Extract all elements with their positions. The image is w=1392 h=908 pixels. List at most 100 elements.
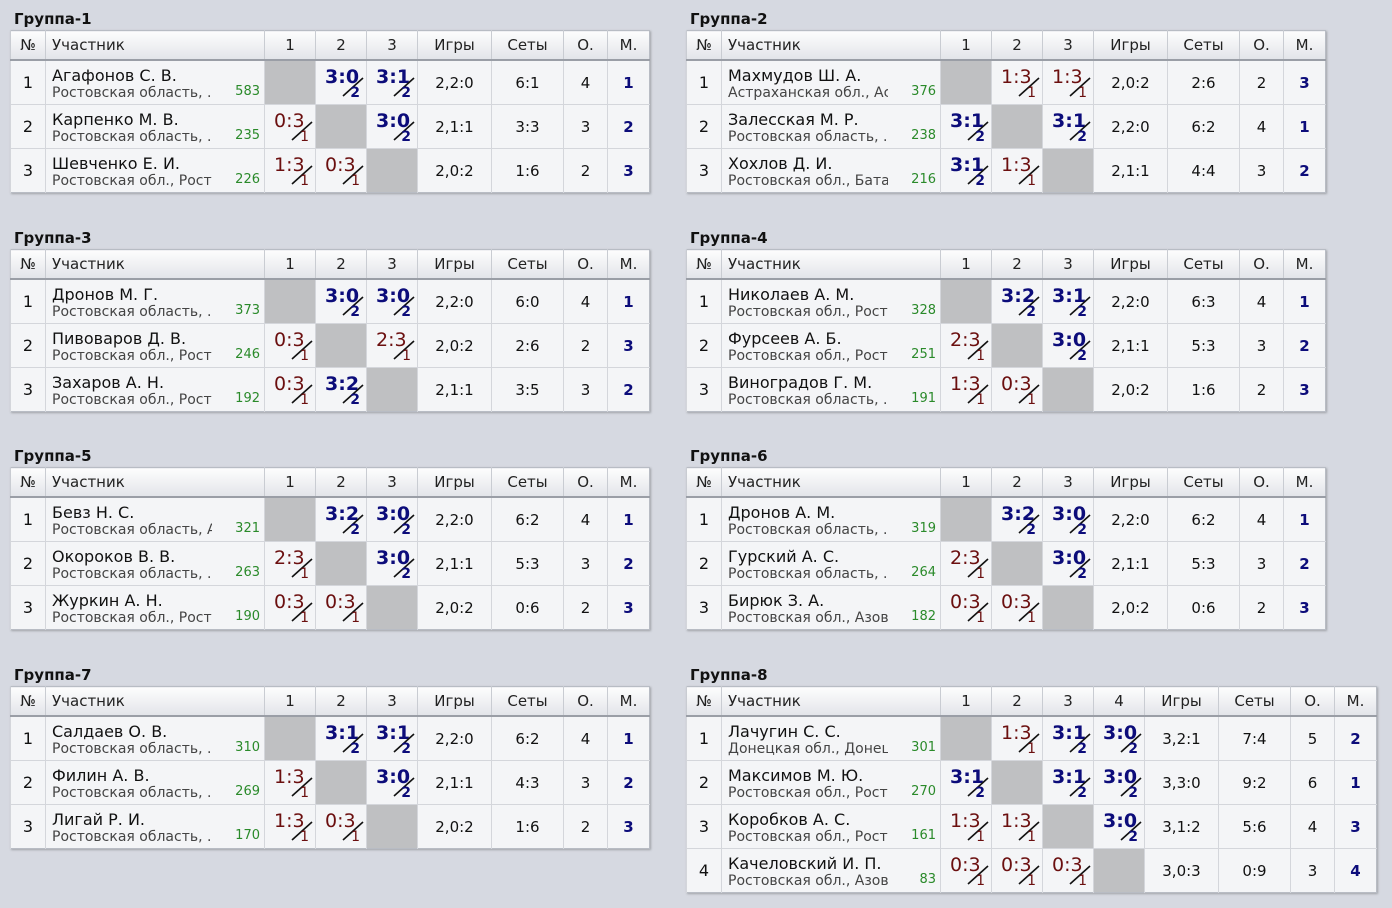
header-place[interactable]: М. [607, 249, 650, 280]
match-result-cell[interactable]: 3:0 2 [366, 496, 418, 542]
header-opponent-3[interactable]: 3 [1042, 686, 1094, 717]
match-result-cell[interactable]: 1:3 1 [264, 148, 316, 193]
participant-cell[interactable]: Гурский А. С. Ростовская область, ... 264 [721, 541, 941, 586]
table-row[interactable]: 2 Окороков В. В. Ростовская область, ... 26… [10, 541, 650, 586]
participant-cell[interactable]: Бирюк З. А. Ростовская обл., Азов 182 [721, 585, 941, 630]
match-result-cell[interactable]: 3:1 2 [940, 760, 992, 805]
table-row[interactable]: 1 Дронов А. М. Ростовская область, ... 319 3… [686, 496, 1326, 542]
match-result-cell[interactable]: 3:0 2 [1093, 760, 1145, 805]
match-result-cell[interactable]: 1:3 1 [264, 760, 316, 805]
table-row[interactable]: 2 Максимов М. Ю. Ростовская обл., Рост... 2… [686, 760, 1377, 805]
header-sets[interactable]: Сеты [1167, 30, 1240, 61]
match-result-cell[interactable]: 3:0 2 [315, 278, 367, 324]
table-row[interactable]: 1 Салдаев О. В. Ростовская область, ... 310… [10, 715, 650, 761]
match-result-cell[interactable]: 3:1 2 [940, 104, 992, 149]
participant-name[interactable]: Лачугин С. С. [728, 722, 841, 741]
participant-cell[interactable]: Виноградов Г. М. Ростовская область, ... 1… [721, 367, 941, 412]
header-points[interactable]: О. [563, 30, 608, 61]
participant-name[interactable]: Журкин А. Н. [52, 591, 163, 610]
match-result-cell[interactable]: 3:2 2 [315, 367, 367, 412]
match-result-cell[interactable]: 2:3 1 [264, 541, 316, 586]
header-games[interactable]: Игры [417, 249, 492, 280]
participant-name[interactable]: Дронов М. Г. [52, 285, 159, 304]
header-opponent-2[interactable]: 2 [315, 686, 367, 717]
header-opponent-2[interactable]: 2 [991, 467, 1043, 498]
header-games[interactable]: Игры [1093, 30, 1168, 61]
match-result-cell[interactable]: 0:3 1 [315, 804, 367, 849]
match-result-cell[interactable]: 1:3 1 [940, 804, 992, 849]
header-place[interactable]: М. [1283, 467, 1326, 498]
participant-name[interactable]: Фурсеев А. Б. [728, 329, 842, 348]
header-place[interactable]: М. [1283, 249, 1326, 280]
header-num[interactable]: № [686, 249, 722, 280]
header-participant[interactable]: Участник [45, 249, 265, 280]
match-result-cell[interactable]: 3:1 2 [940, 148, 992, 193]
match-result-cell[interactable]: 0:3 1 [991, 367, 1043, 412]
table-row[interactable]: 3 Хохлов Д. И. Ростовская обл., Бата... 216… [686, 148, 1326, 193]
match-result-cell[interactable]: 0:3 1 [315, 148, 367, 193]
participant-cell[interactable]: Хохлов Д. И. Ростовская обл., Бата... 216 [721, 148, 941, 193]
header-sets[interactable]: Сеты [491, 467, 564, 498]
table-row[interactable]: 3 Журкин А. Н. Ростовская обл., Рост... 190… [10, 585, 650, 630]
match-result-cell[interactable]: 3:1 2 [1042, 278, 1094, 324]
match-result-cell[interactable]: 3:0 2 [315, 59, 367, 105]
participant-cell[interactable]: Бевз Н. С.Ростовская область, А... 321 [45, 496, 265, 542]
table-row[interactable]: 2 Фурсеев А. Б. Ростовская обл., Рост... 25… [686, 323, 1326, 368]
match-result-cell[interactable]: 3:0 2 [366, 541, 418, 586]
header-games[interactable]: Игры [417, 686, 492, 717]
match-result-cell[interactable]: 3:0 2 [1093, 715, 1145, 761]
participant-name[interactable]: Коробков А. С. [728, 810, 851, 829]
participant-name[interactable]: Агафонов С. В. [52, 66, 177, 85]
header-games[interactable]: Игры [1144, 686, 1219, 717]
match-result-cell[interactable]: 2:3 1 [940, 541, 992, 586]
participant-cell[interactable]: Николаев А. М. Ростовская обл., Рост... 32… [721, 278, 941, 324]
header-sets[interactable]: Сеты [1218, 686, 1291, 717]
table-row[interactable]: 2 Гурский А. С. Ростовская область, ... 264… [686, 541, 1326, 586]
header-opponent-3[interactable]: 3 [1042, 30, 1094, 61]
header-opponent-2[interactable]: 2 [991, 30, 1043, 61]
match-result-cell[interactable]: 0:3 1 [315, 585, 367, 630]
match-result-cell[interactable]: 0:3 1 [1042, 848, 1094, 893]
match-result-cell[interactable]: 0:3 1 [264, 323, 316, 368]
match-result-cell[interactable]: 0:3 1 [940, 585, 992, 630]
header-num[interactable]: № [686, 467, 722, 498]
participant-name[interactable]: Николаев А. М. [728, 285, 855, 304]
participant-name[interactable]: Пивоваров Д. В. [52, 329, 187, 348]
participant-cell[interactable]: Лачугин С. С. Донецкая обл., Донецк 301 [721, 715, 941, 761]
header-opponent-3[interactable]: 3 [366, 30, 418, 61]
participant-name[interactable]: Бирюк З. А. [728, 591, 825, 610]
participant-cell[interactable]: Залесская М. Р. Ростовская область, ... 23… [721, 104, 941, 149]
header-opponent-1[interactable]: 1 [940, 30, 992, 61]
header-points[interactable]: О. [1290, 686, 1335, 717]
header-num[interactable]: № [10, 686, 46, 717]
header-opponent-1[interactable]: 1 [264, 30, 316, 61]
table-row[interactable]: 2 Карпенко М. В. Ростовская область, ... 23… [10, 104, 650, 149]
match-result-cell[interactable]: 1:3 1 [991, 148, 1043, 193]
header-points[interactable]: О. [563, 249, 608, 280]
header-sets[interactable]: Сеты [491, 686, 564, 717]
header-participant[interactable]: Участник [45, 467, 265, 498]
header-participant[interactable]: Участник [721, 686, 941, 717]
match-result-cell[interactable]: 2:3 1 [940, 323, 992, 368]
participant-name[interactable]: Салдаев О. В. [52, 722, 168, 741]
table-row[interactable]: 3 Захаров А. Н. Ростовская обл., Рост... 19… [10, 367, 650, 412]
participant-name[interactable]: Хохлов Д. И. [728, 154, 833, 173]
table-row[interactable]: 1 Агафонов С. В. Ростовская область, ... 58… [10, 59, 650, 105]
participant-cell[interactable]: Пивоваров Д. В. Ростовская обл., Рост... 2… [45, 323, 265, 368]
header-points[interactable]: О. [1239, 249, 1284, 280]
header-opponent-1[interactable]: 1 [264, 467, 316, 498]
match-result-cell[interactable]: 3:1 2 [366, 715, 418, 761]
table-row[interactable]: 3 Шевченко Е. И. Ростовская обл., Рост... 2… [10, 148, 650, 193]
participant-cell[interactable]: Окороков В. В. Ростовская область, ... 263 [45, 541, 265, 586]
match-result-cell[interactable]: 0:3 1 [940, 848, 992, 893]
table-row[interactable]: 3 Лигай Р. И. Ростовская область, ... 170 1:… [10, 804, 650, 849]
header-opponent-1[interactable]: 1 [940, 686, 992, 717]
participant-name[interactable]: Дронов А. М. [728, 503, 836, 522]
match-result-cell[interactable]: 3:0 2 [1042, 541, 1094, 586]
table-row[interactable]: 2 Пивоваров Д. В. Ростовская обл., Рост...… [10, 323, 650, 368]
match-result-cell[interactable]: 3:1 2 [366, 59, 418, 105]
match-result-cell[interactable]: 3:0 2 [366, 278, 418, 324]
participant-name[interactable]: Карпенко М. В. [52, 110, 179, 129]
header-num[interactable]: № [10, 467, 46, 498]
participant-name[interactable]: Виноградов Г. М. [728, 373, 873, 392]
